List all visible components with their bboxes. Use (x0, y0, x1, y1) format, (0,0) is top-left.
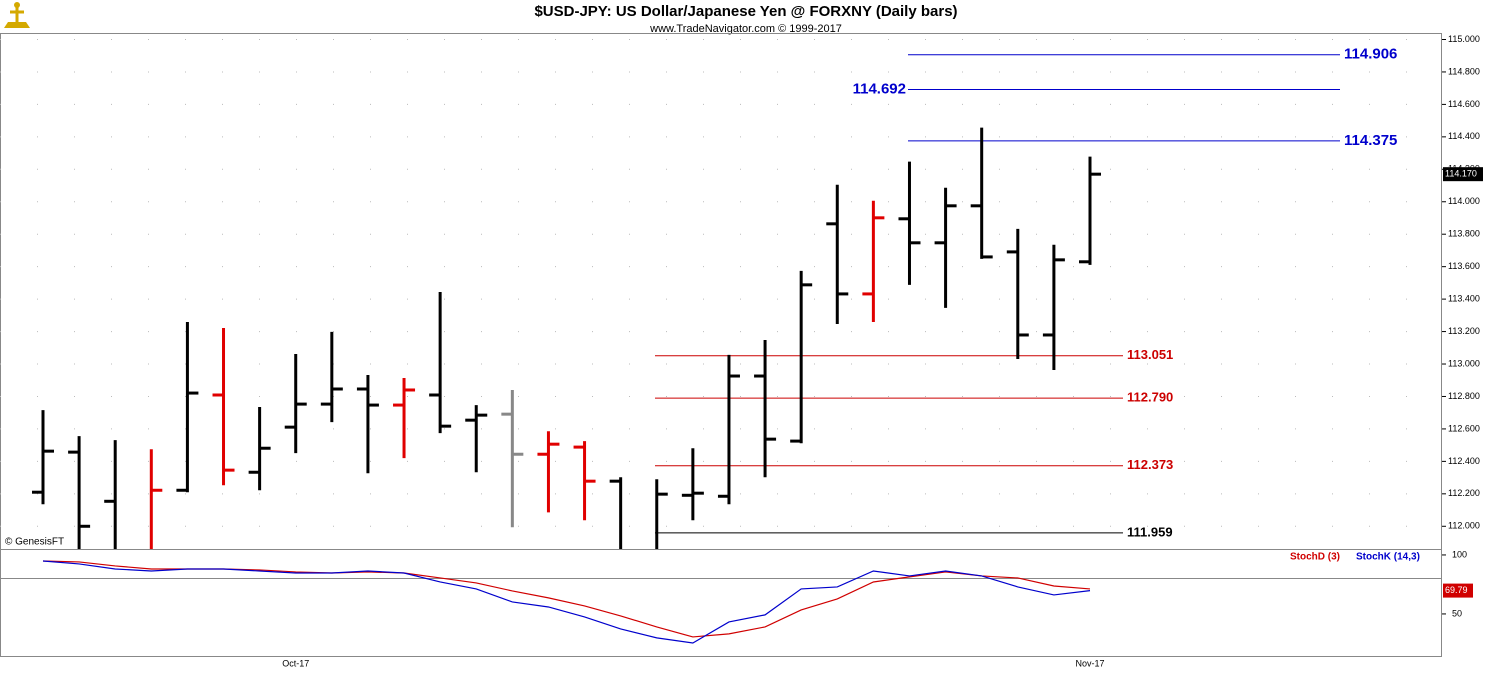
level-label: 114.906 (1344, 46, 1397, 63)
last-price-box (1443, 167, 1483, 182)
level-label: 113.051 (1127, 347, 1173, 362)
y-tick-label: 113.400 (1448, 293, 1480, 303)
level-label: 112.790 (1127, 390, 1173, 405)
legend-entry: StochD (3) (1290, 552, 1340, 563)
y-tick-label: 114.800 (1448, 66, 1480, 76)
chart-subtitle: www.TradeNavigator.com © 1999-2017 (649, 23, 842, 35)
panel (0, 38, 1441, 549)
last-value-label: 69.79 (1445, 585, 1468, 595)
panel (0, 560, 1441, 644)
y-tick-label: 112.200 (1448, 488, 1480, 498)
y-tick-label: 115.000 (1448, 34, 1480, 44)
source-note: © GenesisFT (5, 537, 64, 548)
last-price-label: 114.170 (1445, 169, 1477, 179)
y-tick-label: 100 (1452, 549, 1467, 559)
x-tick-label: Nov-17 (1075, 658, 1104, 668)
level-label: 114.692 (853, 80, 906, 97)
chart-title: $USD-JPY: US Dollar/Japanese Yen @ FORXN… (534, 3, 957, 20)
y-tick-label: 112.000 (1448, 521, 1480, 531)
y-tick-label: 112.800 (1448, 391, 1480, 401)
level-label: 112.373 (1127, 457, 1173, 472)
y-tick-label: 112.600 (1448, 423, 1480, 433)
y-tick-label: 50 (1452, 608, 1462, 618)
x-tick-label: Oct-17 (282, 658, 309, 668)
y-tick-label: 114.000 (1448, 196, 1480, 206)
y-tick-label: 114.400 (1448, 131, 1480, 141)
y-tick-label: 113.000 (1448, 358, 1480, 368)
legend-entry: StochK (14,3) (1356, 552, 1420, 563)
y-tick-label: 114.600 (1448, 99, 1480, 109)
plot-frame (0, 33, 1442, 657)
logo (4, 2, 30, 28)
last-value-box (1443, 583, 1473, 598)
level-label: 111.959 (1127, 524, 1173, 539)
y-tick-label: 113.600 (1448, 261, 1480, 271)
level-label: 114.375 (1344, 132, 1397, 149)
y-tick-label: 113.800 (1448, 229, 1480, 239)
y-tick-label: 113.200 (1448, 326, 1480, 336)
stoch-line (42, 560, 1091, 644)
y-tick-label: 112.400 (1448, 456, 1480, 466)
